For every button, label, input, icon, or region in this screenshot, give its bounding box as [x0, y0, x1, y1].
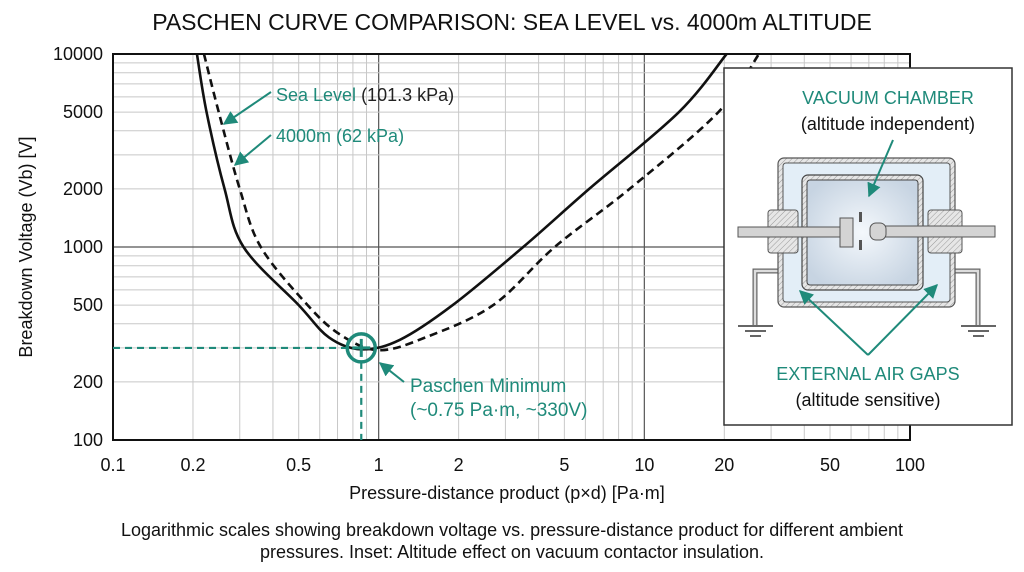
y-tick-label: 200: [73, 372, 103, 392]
minimum-circle: [345, 332, 378, 364]
x-tick-label: 20: [714, 455, 734, 475]
sea-level-annotation: Sea Level (101.3 kPa): [222, 85, 454, 125]
x-tick-label: 1: [374, 455, 384, 475]
y-tick-label: 1000: [63, 237, 103, 257]
vacuum-chamber-title: VACUUM CHAMBER: [802, 88, 974, 108]
x-tick-label: 10: [634, 455, 654, 475]
altitude-arrow: [233, 134, 272, 166]
x-tick-label: 2: [454, 455, 464, 475]
minimum-detail: (~0.75 Pa·m, ~330V): [410, 400, 587, 421]
ground-icon: [738, 325, 996, 337]
minimum-title: Paschen Minimum: [410, 376, 566, 397]
fixed-contact-rod: [737, 226, 847, 238]
y-tick-label: 10000: [53, 44, 103, 64]
sea-level-label: Sea Level: [276, 85, 356, 105]
y-tick-label: 2000: [63, 179, 103, 199]
y-tick-label: 500: [73, 295, 103, 315]
vacuum-contactor-inset: VACUUM CHAMBER (altitude independent) EX…: [723, 67, 1013, 426]
altitude-annotation: 4000m (62 kPa): [233, 126, 404, 166]
paschen-minimum-annotation: Paschen Minimum (~0.75 Pa·m, ~330V): [378, 362, 587, 421]
altitude-4000m-curve: [202, 53, 761, 352]
chart-title: PASCHEN CURVE COMPARISON: SEA LEVEL vs. …: [152, 9, 872, 35]
altitude-label: 4000m (62 kPa): [276, 126, 404, 146]
x-tick-label: 100: [895, 455, 925, 475]
air-gaps-note: (altitude sensitive): [795, 390, 940, 410]
sea-level-arrow: [222, 91, 272, 125]
x-tick-label: 0.1: [100, 455, 125, 475]
x-axis-label: Pressure-distance product (p×d) [Pa·m]: [349, 483, 665, 503]
x-tick-label: 0.2: [180, 455, 205, 475]
y-tick-label: 100: [73, 430, 103, 450]
x-tick-label: 0.5: [286, 455, 311, 475]
y-axis-label: Breakdown Voltage (Vb) [V]: [16, 136, 36, 357]
caption-line-1: Logarithmic scales showing breakdown vol…: [121, 520, 903, 540]
sea-level-pressure: (101.3 kPa): [361, 85, 454, 105]
air-gaps-title: EXTERNAL AIR GAPS: [776, 364, 959, 384]
vacuum-chamber-note: (altitude independent): [801, 114, 975, 134]
x-tick-label: 5: [559, 455, 569, 475]
minimum-arrow: [378, 362, 405, 383]
y-tick-label: 5000: [63, 102, 103, 122]
caption-line-2: pressures. Inset: Altitude effect on vac…: [260, 542, 764, 562]
moving-contact-rod: [879, 225, 996, 238]
tick-labels: 0.1 0.2 0.5 1 2 5 10 20 50 100 10000 5000 2000 1000 50…: [53, 44, 925, 475]
x-tick-label: 50: [820, 455, 840, 475]
svg-text:Sea Level(101.3 kPa): Sea Level (101.3 kPa): [276, 85, 454, 105]
paschen-minimum-marker: [113, 332, 378, 440]
